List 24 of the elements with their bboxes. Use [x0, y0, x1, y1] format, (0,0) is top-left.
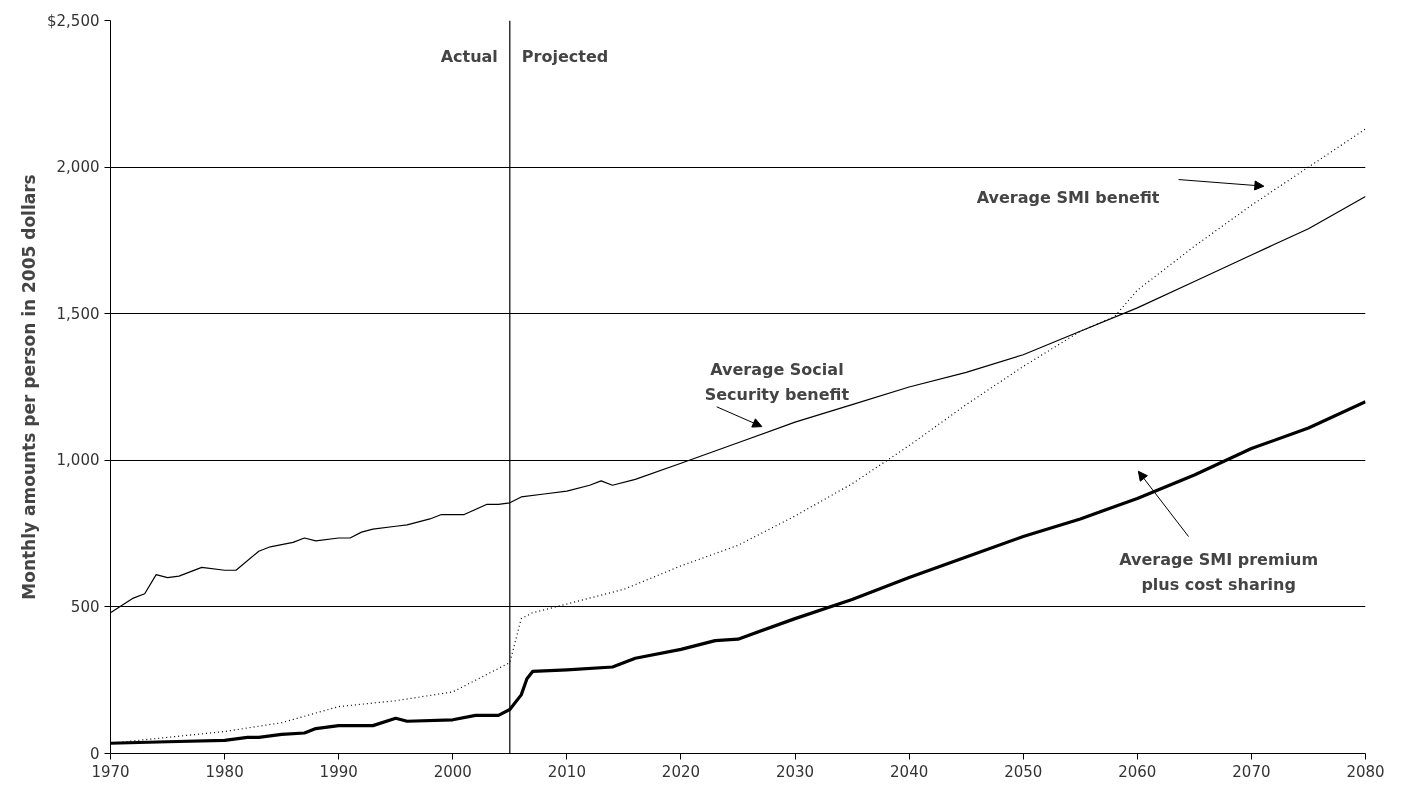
annotation: Average Social Security benefit [704, 360, 850, 404]
x-tick-label: 2070 [1232, 762, 1271, 781]
y-tick-label: 1,000 [56, 451, 100, 470]
annotation: Actual [440, 46, 498, 66]
x-tick-label: 2020 [661, 762, 701, 781]
x-tick-label: 2030 [775, 762, 815, 781]
x-tick-label: 2060 [1118, 762, 1157, 781]
annotation: Average SMI benefit [976, 187, 1160, 207]
y-tick-label: 1,500 [56, 304, 100, 323]
x-tick-label: 2080 [1346, 762, 1385, 781]
x-tick-label: 2050 [1004, 762, 1043, 781]
x-tick-label: 1970 [91, 762, 130, 781]
x-tick-label: 2040 [890, 762, 929, 781]
y-tick-label: 2,000 [56, 158, 100, 177]
x-tick-label: 1990 [319, 762, 358, 781]
y-tick-label: $2,500 [47, 11, 100, 30]
y-tick-label: 0 [89, 744, 100, 763]
y-tick-label: 500 [70, 597, 100, 616]
x-tick-label: 2000 [433, 762, 472, 781]
x-tick-label: 1980 [205, 762, 244, 781]
annotation: Average SMI premium plus cost sharing [1119, 549, 1319, 594]
annotation: Projected [521, 46, 609, 66]
x-tick-label: 2010 [547, 762, 586, 781]
y-axis-title: Monthly amounts per person in 2005 dollars [19, 174, 40, 600]
